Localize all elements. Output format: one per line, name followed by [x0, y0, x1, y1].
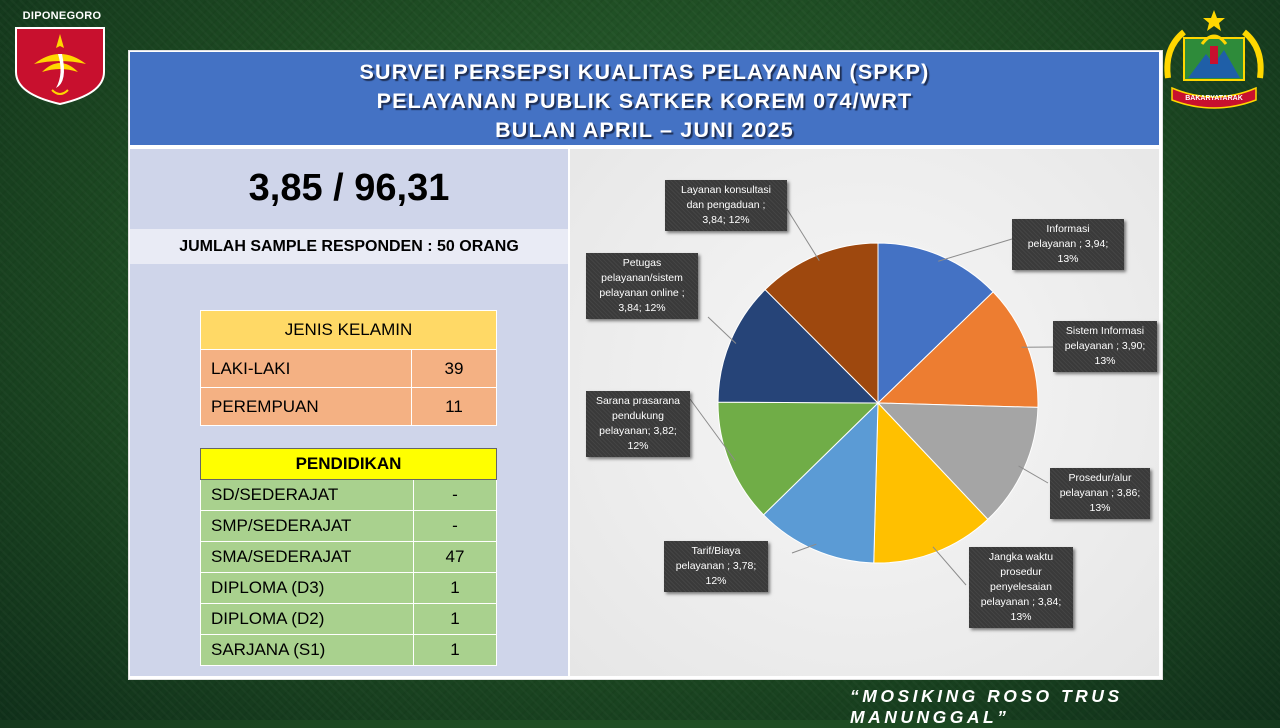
education-value: 1 — [414, 573, 497, 604]
gender-table: JENIS KELAMIN LAKI-LAKI 39 PEREMPUAN 11 — [200, 310, 497, 426]
education-table: PENDIDIKAN SD/SEDERAJAT - SMP/SEDERAJAT … — [200, 448, 497, 666]
slice-label-informasi: Informasi pelayanan ; 3,94; 13% — [1012, 219, 1124, 270]
label-line: pendukung — [590, 409, 686, 424]
education-label: SMA/SEDERAJAT — [201, 542, 414, 573]
slice-label-layanan-konsultasi: Layanan konsultasi dan pengaduan ; 3,84;… — [665, 180, 787, 231]
logo-right-text: BAKARYATARAK — [1185, 95, 1243, 102]
slice-label-petugas: Petugas pelayanan/sistem pelayanan onlin… — [586, 253, 698, 319]
label-line: Petugas — [590, 256, 694, 271]
label-line: Sarana prasarana — [590, 394, 686, 409]
education-label: DIPLOMA (D2) — [201, 604, 414, 635]
gender-label: PEREMPUAN — [201, 388, 412, 426]
label-line: Jangka waktu — [973, 550, 1069, 565]
label-line: dan pengaduan ; — [669, 198, 783, 213]
gender-value: 11 — [412, 388, 497, 426]
label-line: 13% — [1057, 354, 1153, 369]
label-line: pelayanan; 3,82; — [590, 424, 686, 439]
wreath-emblem-icon — [1167, 32, 1260, 80]
table-row: SARJANA (S1) 1 — [201, 635, 497, 666]
label-line: pelayanan ; 3,78; — [668, 559, 764, 574]
label-line: pelayanan online ; — [590, 286, 694, 301]
label-line: 13% — [1016, 252, 1120, 267]
slice-label-tarif-biaya: Tarif/Biaya pelayanan ; 3,78; 12% — [664, 541, 768, 592]
label-line: penyelesaian — [973, 580, 1069, 595]
label-line: pelayanan ; 3,94; — [1016, 237, 1120, 252]
slice-label-jangka-waktu: Jangka waktu prosedur penyelesaian pelay… — [969, 547, 1073, 628]
leader-line — [933, 547, 966, 585]
leader-line — [938, 239, 1012, 261]
shield-emblem-icon — [12, 24, 108, 106]
table-row: PEREMPUAN 11 — [201, 388, 497, 426]
overall-score: 3,85 / 96,31 — [249, 167, 450, 210]
table-row: DIPLOMA (D2) 1 — [201, 604, 497, 635]
label-line: Layanan konsultasi — [669, 183, 783, 198]
gender-table-title: JENIS KELAMIN — [201, 311, 497, 350]
label-line: Tarif/Biaya — [668, 544, 764, 559]
table-row: SMP/SEDERAJAT - — [201, 511, 497, 542]
label-line: 13% — [1054, 501, 1146, 516]
label-line: Informasi — [1016, 222, 1120, 237]
label-line: 3,84; 12% — [590, 301, 694, 316]
logo-left-text: DIPONEGORO — [14, 10, 110, 22]
label-line: pelayanan/sistem — [590, 271, 694, 286]
sample-box: JUMLAH SAMPLE RESPONDEN : 50 ORANG — [130, 229, 568, 264]
education-value: 1 — [414, 635, 497, 666]
gender-value: 39 — [412, 350, 497, 388]
label-line: pelayanan ; 3,86; — [1054, 486, 1146, 501]
table-row: DIPLOMA (D3) 1 — [201, 573, 497, 604]
table-row: LAKI-LAKI 39 — [201, 350, 497, 388]
score-box: 3,85 / 96,31 — [130, 149, 568, 227]
education-label: SD/SEDERAJAT — [201, 480, 414, 511]
education-table-title: PENDIDIKAN — [201, 449, 497, 480]
title-line-1: SURVEI PERSEPSI KUALITAS PELAYANAN (SPKP… — [130, 58, 1159, 87]
label-line: 13% — [973, 610, 1069, 625]
label-line: pelayanan ; 3,84; — [973, 595, 1069, 610]
gender-label: LAKI-LAKI — [201, 350, 412, 388]
label-line: Sistem Informasi — [1057, 324, 1153, 339]
education-value: - — [414, 480, 497, 511]
label-line: pelayanan ; 3,90; — [1057, 339, 1153, 354]
slice-label-sistem-informasi: Sistem Informasi pelayanan ; 3,90; 13% — [1053, 321, 1157, 372]
education-value: 47 — [414, 542, 497, 573]
table-row: SD/SEDERAJAT - — [201, 480, 497, 511]
education-label: SMP/SEDERAJAT — [201, 511, 414, 542]
education-value: 1 — [414, 604, 497, 635]
star-icon — [1203, 10, 1225, 31]
label-line: 12% — [590, 439, 686, 454]
label-line: prosedur — [973, 565, 1069, 580]
ribbon-banner: BAKARYATARAK — [1172, 88, 1256, 108]
diponegoro-logo: DIPONEGORO — [8, 6, 112, 106]
table-row: SMA/SEDERAJAT 47 — [201, 542, 497, 573]
leader-line — [782, 201, 819, 261]
title-line-2: PELAYANAN PUBLIK SATKER KOREM 074/WRT — [130, 87, 1159, 116]
label-line: 3,84; 12% — [669, 213, 783, 228]
education-label: SARJANA (S1) — [201, 635, 414, 666]
slice-label-prosedur: Prosedur/alur pelayanan ; 3,86; 13% — [1050, 468, 1150, 519]
education-label: DIPLOMA (D3) — [201, 573, 414, 604]
label-line: Prosedur/alur — [1054, 471, 1146, 486]
sample-count: JUMLAH SAMPLE RESPONDEN : 50 ORANG — [179, 238, 519, 256]
leader-line — [1019, 466, 1048, 483]
label-line: 12% — [668, 574, 764, 589]
title-line-3: BULAN APRIL – JUNI 2025 — [130, 116, 1159, 145]
education-value: - — [414, 511, 497, 542]
motto-text: “MOSIKING ROSO TRUS MANUNGGAL” — [850, 686, 1280, 728]
slice-label-sarana-prasarana: Sarana prasarana pendukung pelayanan; 3,… — [586, 391, 690, 457]
title-header: SURVEI PERSEPSI KUALITAS PELAYANAN (SPKP… — [130, 52, 1159, 145]
korem-logo: BAKARYATARAK — [1158, 8, 1270, 118]
leader-line — [708, 317, 736, 344]
